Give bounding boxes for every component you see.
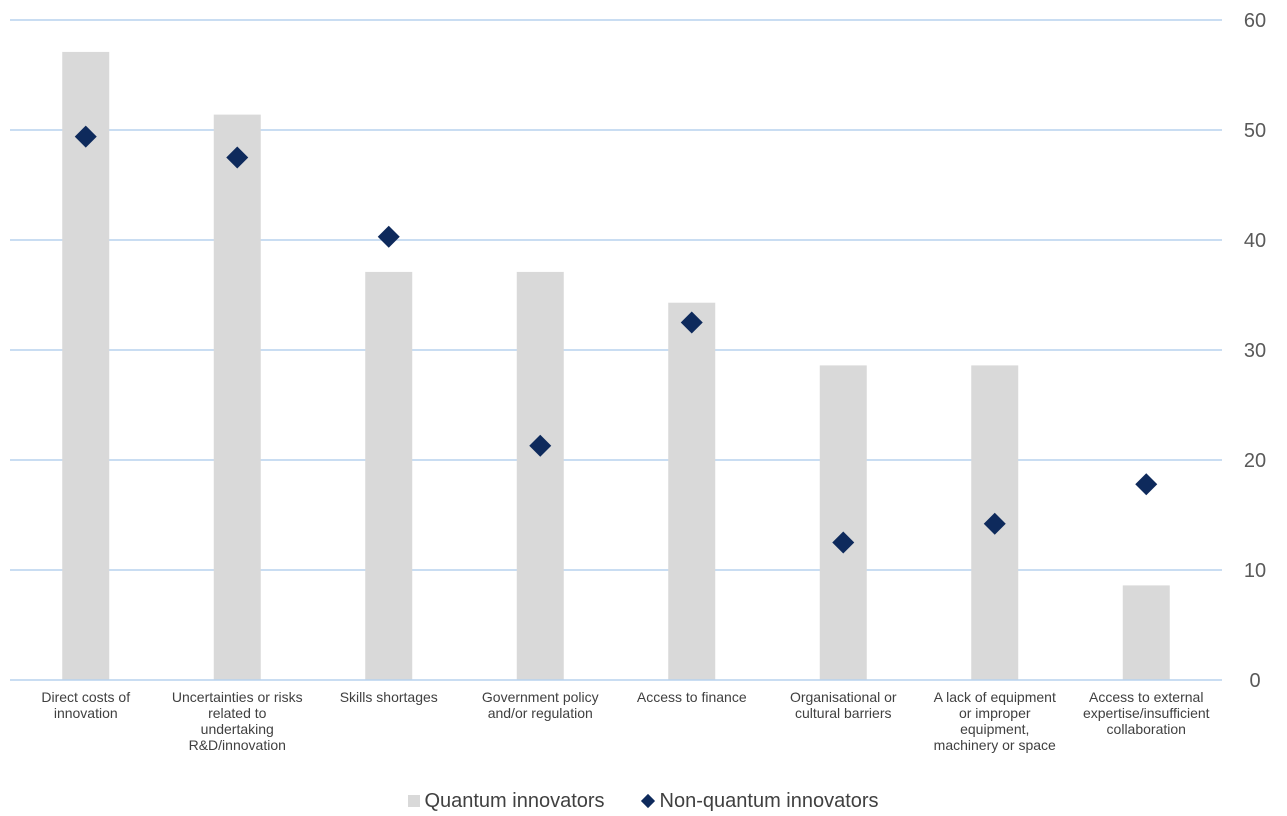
- x-category-label-line: collaboration: [1107, 721, 1186, 737]
- legend-label-non-quantum: Non-quantum innovators: [659, 789, 879, 812]
- x-category-label: Access to finance: [637, 689, 747, 705]
- y-tick-label: 40: [1244, 230, 1266, 252]
- legend-item-non-quantum: Non-quantum innovators: [640, 789, 879, 813]
- chart: 0 10 20 30 40 50 60 Direct costs of innovation U…: [10, 10, 1266, 753]
- x-axis-labels: Direct costs of innovation Uncertainties o…: [41, 689, 1209, 753]
- x-category-label-line: and/or regulation: [488, 705, 593, 721]
- x-category-label: Organisational or cultural barriers: [790, 689, 897, 721]
- legend: Quantum innovators Non-quantum innovator…: [0, 786, 1287, 816]
- bar-quantum-innovators: [62, 51, 110, 680]
- x-category-label: A lack of equipment or improper equipment,…: [934, 689, 1056, 753]
- gridlines: [10, 19, 1222, 571]
- x-category-label-line: machinery or space: [934, 737, 1056, 753]
- x-category-label-line: A lack of equipment: [934, 689, 1056, 705]
- bar-swatch-icon: [408, 795, 421, 807]
- point-non-quantum-innovators: [529, 434, 552, 457]
- bar-quantum-innovators: [1122, 585, 1170, 680]
- bar-quantum-innovators: [365, 271, 413, 680]
- markers: [74, 125, 1158, 554]
- x-category-label-line: expertise/insufficient: [1083, 705, 1210, 721]
- x-category-label-line: equipment,: [960, 721, 1029, 737]
- x-category-label-line: or improper: [959, 705, 1031, 721]
- legend-label-quantum: Quantum innovators: [424, 789, 605, 812]
- y-tick-label: 20: [1244, 450, 1266, 472]
- x-category-label: Direct costs of innovation: [41, 689, 130, 721]
- x-category-label: Government policy and/or regulation: [482, 689, 599, 721]
- x-category-label-line: Organisational or: [790, 689, 897, 705]
- y-tick-label: 30: [1244, 340, 1266, 362]
- point-non-quantum-innovators: [832, 531, 855, 554]
- y-axis-ticks: 0 10 20 30 40 50 60: [1244, 10, 1266, 692]
- y-tick-label: 10: [1244, 560, 1266, 582]
- x-category-label-line: Uncertainties or risks: [172, 689, 303, 705]
- bar-quantum-innovators: [668, 302, 716, 680]
- x-category-label: Skills shortages: [340, 689, 438, 705]
- x-category-label-line: innovation: [54, 705, 118, 721]
- x-category-label-line: Access to finance: [637, 689, 747, 705]
- y-tick-label: 60: [1244, 10, 1266, 32]
- x-category-label-line: Access to external: [1089, 689, 1203, 705]
- x-category-label-line: Government policy: [482, 689, 599, 705]
- y-tick-label: 50: [1244, 120, 1266, 142]
- x-category-label: Access to external expertise/insufficient…: [1083, 689, 1210, 737]
- point-non-quantum-innovators: [74, 125, 97, 148]
- diamond-marker-icon: [640, 793, 655, 809]
- x-category-label-line: related to: [208, 705, 267, 721]
- point-non-quantum-innovators: [680, 311, 703, 334]
- legend-item-quantum: Quantum innovators: [408, 789, 605, 813]
- y-tick-label: 0: [1249, 670, 1260, 692]
- x-category-label-line: Direct costs of: [41, 689, 130, 705]
- point-non-quantum-innovators: [377, 225, 400, 248]
- x-category-label-line: R&D/innovation: [189, 737, 286, 753]
- x-category-label-line: undertaking: [201, 721, 274, 737]
- bar-quantum-innovators: [516, 271, 564, 680]
- bar-quantum-innovators: [213, 114, 261, 681]
- point-non-quantum-innovators: [1135, 473, 1158, 496]
- x-category-label: Uncertainties or risks related to undertak…: [172, 689, 303, 753]
- x-category-label-line: cultural barriers: [795, 705, 891, 721]
- point-non-quantum-innovators: [226, 146, 249, 169]
- bar-quantum-innovators: [819, 365, 867, 680]
- bars: [62, 51, 1170, 681]
- point-non-quantum-innovators: [983, 512, 1006, 535]
- x-category-label-line: Skills shortages: [340, 689, 438, 705]
